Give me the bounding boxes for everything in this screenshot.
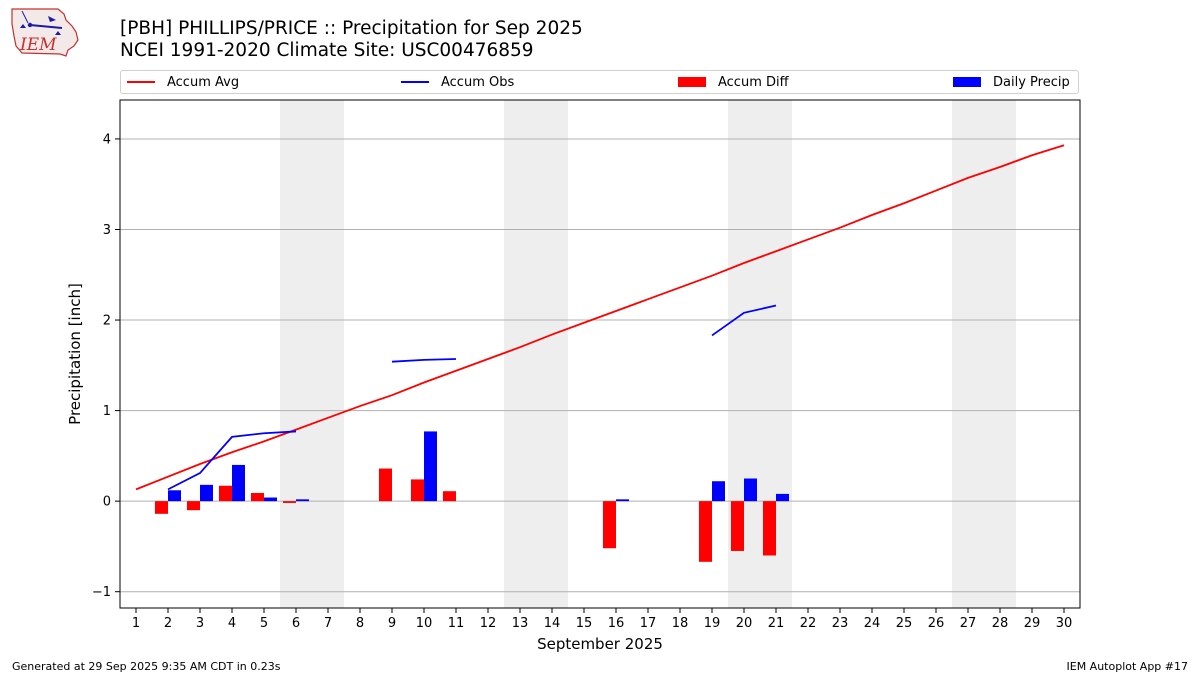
daily-precip-bar-4 [232, 464, 245, 502]
x-tick-label-20: 20 [736, 616, 753, 631]
x-tick-label-23: 23 [832, 616, 849, 631]
x-tick-label-15: 15 [576, 616, 593, 631]
x-tick-label-30: 30 [1056, 616, 1073, 631]
daily-precip-bar-21 [776, 493, 789, 502]
daily-precip-bar-19 [712, 481, 725, 502]
x-tick-label-4: 4 [228, 616, 236, 631]
accum-diff-bar-19 [699, 501, 712, 562]
y-tick-label-2: 2 [103, 314, 111, 329]
legend-item-accum-avg: Accum Avg [127, 71, 239, 93]
x-tick-label-14: 14 [544, 616, 561, 631]
chart-subtitle: NCEI 1991-2020 Climate Site: USC00476859 [120, 40, 534, 61]
accum-obs-line-1 [391, 358, 457, 363]
x-tick-label-27: 27 [960, 616, 977, 631]
accum-avg-line [135, 144, 1065, 491]
daily-precip-bar-3 [200, 484, 213, 502]
legend-label-accum-avg: Accum Avg [167, 74, 240, 90]
x-tick-label-2: 2 [164, 616, 172, 631]
x-tick-label-25: 25 [896, 616, 913, 631]
x-tick-label-16: 16 [608, 616, 625, 631]
legend-label-accum-diff: Accum Diff [718, 74, 789, 90]
accum-diff-bar-16 [603, 501, 616, 549]
legend-label-daily-precip: Daily Precip [993, 74, 1070, 90]
x-tick-label-24: 24 [864, 616, 881, 631]
x-tick-label-18: 18 [672, 616, 689, 631]
legend-item-accum-diff: Accum Diff [678, 71, 789, 93]
daily-precip-bar-6 [296, 499, 309, 502]
accum-diff-bar-2 [155, 501, 168, 514]
accum-obs-line-2 [711, 304, 777, 337]
x-tick-label-8: 8 [356, 616, 364, 631]
x-tick-label-7: 7 [324, 616, 332, 631]
x-tick-label-22: 22 [800, 616, 817, 631]
plot-frame [119, 99, 1081, 609]
weekend-shade-1 [504, 100, 568, 608]
chart-title: [PBH] PHILLIPS/PRICE :: Precipitation fo… [120, 18, 583, 39]
x-tick-label-26: 26 [928, 616, 945, 631]
x-tick-label-19: 19 [704, 616, 721, 631]
y-tick-label-4: 4 [103, 132, 111, 147]
legend-swatch-accum-avg [127, 81, 155, 83]
x-tick-label-17: 17 [640, 616, 657, 631]
x-tick-label-10: 10 [416, 616, 433, 631]
x-tick-label-6: 6 [292, 616, 300, 631]
accum-diff-bar-21 [763, 501, 776, 556]
footer-generated: Generated at 29 Sep 2025 9:35 AM CDT in … [12, 660, 281, 673]
x-tick-label-12: 12 [480, 616, 497, 631]
footer-app: IEM Autoplot App #17 [1066, 660, 1189, 673]
weekend-shade-0 [280, 100, 344, 608]
y-axis-label: Precipitation [inch] [66, 283, 84, 425]
x-tick-label-29: 29 [1024, 616, 1041, 631]
accum-obs-line-0 [167, 430, 297, 491]
y-tick-label-3: 3 [103, 223, 111, 238]
x-tick-label-9: 9 [388, 616, 396, 631]
iem-logo: IEM [11, 8, 79, 57]
y-tick-label--1: −1 [92, 585, 111, 600]
accum-diff-bar-4 [219, 485, 232, 502]
daily-precip-bar-5 [264, 497, 277, 502]
legend: Accum Avg Accum Obs Accum Diff Daily Pre… [120, 70, 1079, 94]
legend-item-daily-precip: Daily Precip [953, 71, 1070, 93]
accum-diff-bar-9 [379, 468, 392, 502]
accum-diff-bar-3 [187, 501, 200, 511]
accum-diff-bar-5 [251, 492, 264, 502]
x-tick-label-1: 1 [132, 616, 140, 631]
daily-precip-bar-16 [616, 499, 629, 502]
logo-text: IEM [19, 35, 57, 55]
x-tick-label-13: 13 [512, 616, 529, 631]
legend-swatch-accum-diff [678, 77, 706, 87]
accum-diff-bar-11 [443, 491, 456, 502]
legend-item-accum-obs: Accum Obs [401, 71, 514, 93]
x-tick-label-3: 3 [196, 616, 204, 631]
accum-diff-bar-10 [411, 479, 424, 502]
weekend-shade-3 [952, 100, 1016, 608]
x-tick-label-5: 5 [260, 616, 268, 631]
legend-swatch-daily-precip [953, 77, 981, 87]
x-tick-label-28: 28 [992, 616, 1009, 631]
accum-diff-bar-6 [283, 501, 296, 503]
daily-precip-bar-2 [168, 490, 181, 502]
x-axis-label: September 2025 [537, 635, 663, 653]
daily-precip-bar-20 [744, 478, 757, 502]
x-tick-label-11: 11 [448, 616, 465, 631]
daily-precip-bar-10 [424, 431, 437, 502]
accum-diff-bar-20 [731, 501, 744, 551]
y-tick-label-1: 1 [103, 404, 111, 419]
legend-label-accum-obs: Accum Obs [441, 74, 515, 90]
y-tick-label-0: 0 [103, 495, 111, 510]
x-tick-label-21: 21 [768, 616, 785, 631]
legend-swatch-accum-obs [401, 81, 429, 83]
